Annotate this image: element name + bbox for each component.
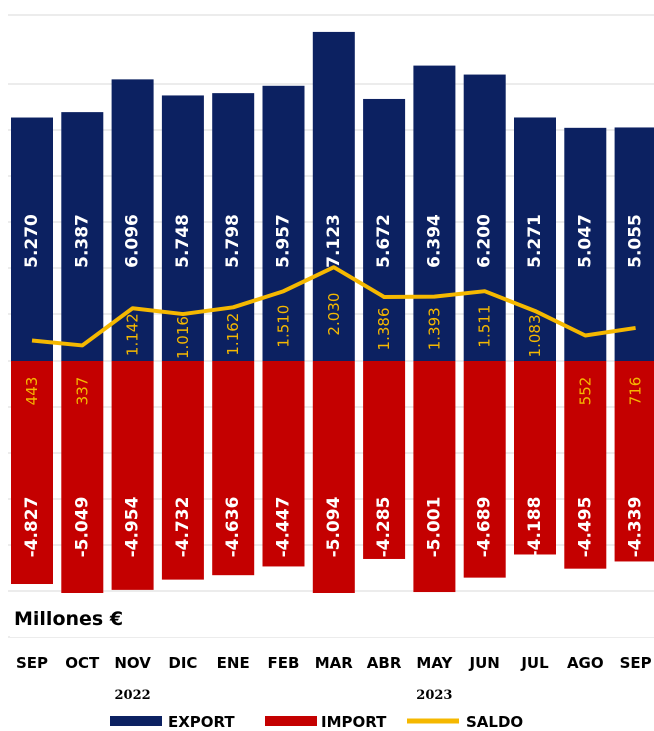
import-value-label: -4.827 (22, 497, 42, 558)
export-value-label: 5.047 (575, 214, 595, 268)
export-bar (262, 85, 305, 362)
import-bar (161, 361, 204, 580)
legend-label: IMPORT (321, 713, 387, 731)
import-bar (514, 361, 556, 555)
x-tick-label: SEP (16, 654, 48, 672)
x-tick-label: JUL (520, 654, 549, 672)
saldo-value-label: 2.030 (325, 293, 343, 336)
import-value-label: -4.954 (123, 496, 143, 557)
x-tick-label: MAY (416, 654, 453, 672)
saldo-value-label: 1.083 (526, 315, 544, 358)
data-labels: 5.270 -4.827 443 5.387 -5.049 337 6.096 -4.954 1… (22, 214, 646, 557)
export-value-label: 5.055 (626, 214, 646, 268)
export-bar (564, 127, 607, 361)
x-tick-label: ENE (217, 654, 250, 672)
export-bar (61, 112, 104, 361)
import-value-label: -4.285 (374, 497, 394, 558)
saldo-value-label: 1.393 (425, 307, 443, 350)
saldo-line-group (31, 265, 636, 348)
export-value-label: 6.394 (424, 214, 444, 268)
legend-swatch (265, 716, 317, 726)
x-tick-label: NOV (114, 654, 151, 672)
import-value-label: -5.094 (324, 496, 344, 557)
export-bar (161, 95, 204, 362)
export-value-label: 5.270 (22, 214, 42, 268)
saldo-value-label: 1.162 (224, 313, 242, 356)
saldo-value-label: 552 (576, 377, 594, 406)
import-value-label: -4.689 (475, 497, 495, 558)
legend-label: EXPORT (168, 713, 235, 731)
export-value-label: 5.957 (274, 214, 294, 268)
export-value-label: 5.798 (223, 214, 243, 268)
import-value-label: -4.636 (223, 497, 243, 558)
x-tick-label: OCT (65, 654, 100, 672)
x-tick-label: SEP (620, 654, 652, 672)
export-bar (111, 79, 154, 361)
saldo-value-label: 1.016 (174, 316, 192, 359)
saldo-value-label: 1.386 (375, 308, 393, 351)
x-tick-label: DIC (168, 654, 197, 672)
x-tick-label: FEB (268, 654, 300, 672)
legend: EXPORT IMPORT SALDO (110, 713, 523, 731)
bars (11, 31, 654, 597)
export-value-label: 5.748 (173, 214, 193, 268)
legend-label: SALDO (466, 713, 523, 731)
import-value-label: -5.049 (72, 497, 92, 558)
export-value-label: 5.271 (525, 214, 545, 268)
import-bar (363, 361, 406, 559)
export-bar (413, 65, 456, 361)
saldo-line (31, 265, 636, 348)
import-value-label: -4.495 (575, 497, 595, 558)
saldo-value-label: 1.142 (124, 313, 142, 356)
export-bar (614, 127, 654, 361)
import-bar (463, 361, 506, 578)
import-value-label: -5.001 (424, 497, 444, 558)
import-bar (212, 361, 255, 576)
x-tick-label: ABR (367, 654, 402, 672)
import-bar (312, 361, 355, 597)
import-value-label: -4.339 (626, 497, 646, 558)
saldo-value-label: 1.510 (275, 305, 293, 348)
x-tick-label: AGO (567, 654, 604, 672)
export-bar (463, 74, 506, 361)
export-bar (212, 93, 255, 362)
unit-label-box (10, 593, 654, 637)
saldo-value-label: 716 (627, 377, 645, 406)
export-value-label: 6.096 (123, 214, 143, 268)
import-value-label: -4.188 (525, 497, 545, 558)
year-label: 2022 (115, 688, 151, 703)
import-bar (262, 361, 305, 567)
x-tick-label: MAR (315, 654, 354, 672)
x-tick-label: JUN (469, 654, 500, 672)
saldo-value-label: 443 (23, 377, 41, 406)
legend-swatch (110, 716, 162, 726)
import-bar (413, 361, 456, 593)
import-bar (564, 361, 607, 569)
import-bar (61, 361, 104, 595)
export-bar (363, 98, 406, 361)
import-bar (11, 361, 53, 585)
export-bar (514, 117, 556, 361)
import-value-label: -4.447 (274, 497, 294, 558)
export-value-label: 5.672 (374, 214, 394, 268)
import-bar (614, 361, 654, 562)
export-value-label: 5.387 (72, 214, 92, 268)
x-axis: SEP OCT NOV DIC ENE FEB MAR ABR MAY JUN JUL AGO SEP 2… (16, 654, 652, 703)
export-bar (11, 117, 53, 361)
import-bar (111, 361, 154, 590)
export-bar (312, 31, 355, 362)
saldo-value-label: 337 (73, 377, 91, 406)
import-value-label: -4.732 (173, 497, 193, 558)
export-value-label: 7.123 (324, 214, 344, 268)
unit-label: Millones € (14, 608, 123, 630)
saldo-value-label: 1.511 (476, 305, 494, 348)
year-label: 2023 (416, 688, 452, 703)
export-value-label: 6.200 (475, 214, 495, 268)
